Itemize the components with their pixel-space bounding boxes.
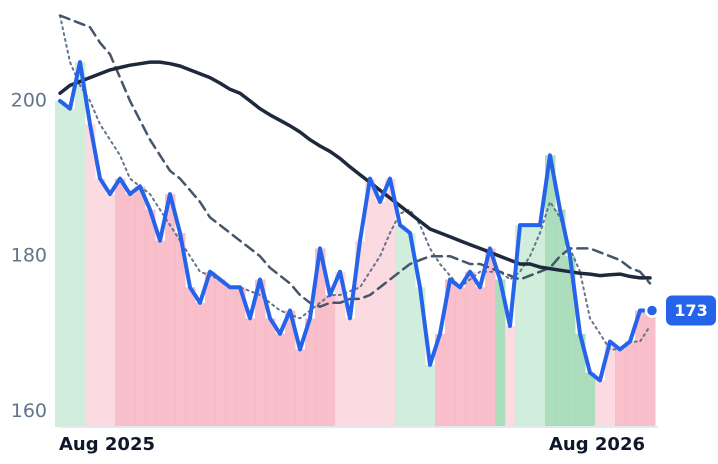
area-fill bbox=[565, 256, 576, 427]
area-fill bbox=[635, 310, 646, 427]
area-fill bbox=[85, 124, 96, 427]
area-fill bbox=[555, 209, 566, 427]
area-fill bbox=[155, 240, 166, 427]
area-fill bbox=[535, 225, 546, 427]
area-fill bbox=[135, 186, 146, 427]
area-fill bbox=[355, 240, 366, 427]
line bbox=[58, 60, 652, 383]
area-fill bbox=[235, 287, 246, 427]
area-fill bbox=[505, 326, 516, 427]
y-tick-label: 160 bbox=[11, 400, 47, 422]
area-fill bbox=[265, 318, 276, 427]
area-fill bbox=[185, 287, 196, 427]
area-fill bbox=[325, 295, 336, 427]
x-tick-label: Aug 2026 bbox=[549, 434, 645, 455]
area-fill bbox=[405, 232, 416, 427]
area-fill bbox=[485, 248, 496, 427]
area-fill bbox=[445, 279, 456, 427]
area-fill bbox=[365, 178, 376, 427]
area-fill bbox=[295, 349, 306, 427]
area-fill bbox=[65, 108, 76, 427]
area-fill bbox=[375, 201, 386, 427]
area-fill bbox=[435, 333, 446, 427]
fill-layer bbox=[55, 62, 656, 428]
area-fill bbox=[75, 62, 86, 427]
end-label: 173 bbox=[674, 301, 707, 320]
x-tick-label: Aug 2025 bbox=[59, 434, 155, 455]
area-fill bbox=[315, 248, 326, 427]
area-fill bbox=[605, 341, 616, 427]
area-fill bbox=[585, 372, 596, 427]
area-fill bbox=[545, 155, 556, 428]
area-fill bbox=[115, 178, 126, 427]
area-fill bbox=[165, 194, 176, 427]
area-fill bbox=[225, 287, 236, 427]
area-fill bbox=[205, 271, 216, 427]
axis-layer: 160 180 200 Aug 2025 Aug 2026 bbox=[11, 89, 658, 455]
area-fill bbox=[335, 271, 346, 427]
area-fill bbox=[385, 178, 396, 427]
area-fill bbox=[55, 100, 66, 427]
line-layer: 173 bbox=[58, 14, 716, 383]
area-fill bbox=[395, 225, 406, 427]
area-fill bbox=[615, 349, 626, 427]
area-fill bbox=[275, 333, 286, 427]
area-fill bbox=[305, 318, 316, 427]
area-fill bbox=[645, 310, 656, 427]
area-fill bbox=[515, 225, 526, 427]
end-badge bbox=[666, 295, 716, 326]
area-fill bbox=[595, 380, 606, 427]
end-dot bbox=[644, 303, 660, 318]
area-fill bbox=[495, 279, 506, 427]
line bbox=[58, 14, 652, 308]
area-fill bbox=[465, 271, 476, 427]
y-tick-label: 200 bbox=[11, 89, 47, 111]
area-fill bbox=[145, 209, 156, 427]
area-fill bbox=[255, 279, 266, 427]
area-fill bbox=[525, 225, 536, 427]
area-fill bbox=[625, 341, 636, 427]
area-fill bbox=[175, 232, 186, 427]
area-fill bbox=[215, 279, 226, 427]
area-fill bbox=[425, 364, 436, 427]
area-fill bbox=[345, 318, 356, 427]
y-tick-label: 180 bbox=[11, 245, 47, 267]
area-fill bbox=[195, 302, 206, 427]
area-fill bbox=[285, 310, 296, 427]
area-fill bbox=[475, 287, 486, 427]
area-fill bbox=[415, 287, 426, 427]
area-fill bbox=[245, 318, 256, 427]
area-fill bbox=[125, 194, 136, 427]
line bbox=[58, 60, 652, 280]
area-fill bbox=[95, 178, 106, 427]
area-fill bbox=[105, 194, 116, 427]
area-fill bbox=[575, 333, 586, 427]
area-fill bbox=[455, 287, 466, 427]
